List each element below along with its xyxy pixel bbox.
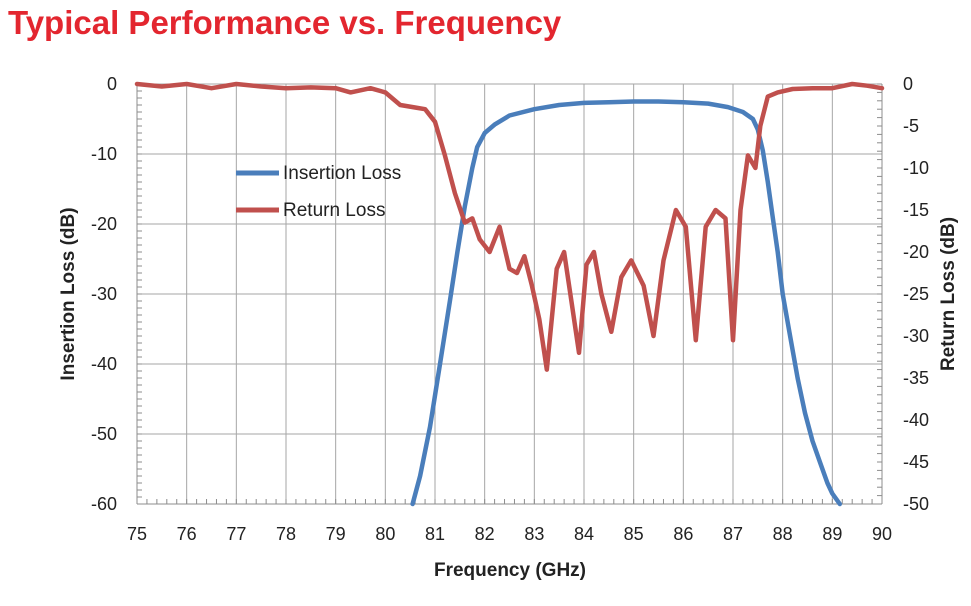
minor-ticks <box>136 83 883 505</box>
left-y-tick-labels: 0 -10 -20 -30 -40 -50 -60 <box>91 74 117 514</box>
grid <box>136 83 883 505</box>
legend-label-return-loss: Return Loss <box>283 200 385 221</box>
x-axis-label: Frequency (GHz) <box>434 560 586 581</box>
left-y-tick-label: -60 <box>91 494 117 514</box>
right-y-tick-label: -35 <box>903 368 929 388</box>
right-y-tick-label: -10 <box>903 158 929 178</box>
right-y-tick-label: 0 <box>903 74 913 94</box>
x-tick-label: 79 <box>326 524 346 544</box>
x-tick-label: 88 <box>773 524 793 544</box>
x-tick-label: 87 <box>723 524 743 544</box>
x-tick-label: 85 <box>624 524 644 544</box>
x-tick-label: 89 <box>822 524 842 544</box>
x-tick-label: 82 <box>475 524 495 544</box>
x-tick-label: 75 <box>127 524 147 544</box>
right-y-tick-labels: 0 -5 -10 -15 -20 -25 -30 -35 -40 -45 -50 <box>903 74 929 514</box>
x-tick-label: 86 <box>673 524 693 544</box>
right-y-tick-label: -50 <box>903 494 929 514</box>
x-tick-labels: 75 76 77 78 79 80 81 82 83 84 85 86 87 88 89 90 <box>127 524 892 544</box>
left-y-tick-label: -40 <box>91 354 117 374</box>
right-y-tick-label: -30 <box>903 326 929 346</box>
series-line-insertion-loss <box>410 99 843 507</box>
right-y-tick-label: -40 <box>903 410 929 430</box>
left-y-tick-label: -10 <box>91 144 117 164</box>
x-tick-label: 78 <box>276 524 296 544</box>
right-y-tick-label: -20 <box>903 242 929 262</box>
series-line-return-loss <box>134 81 885 372</box>
right-y-tick-label: -15 <box>903 200 929 220</box>
legend: Insertion Loss Return Loss <box>236 163 401 221</box>
right-y-tick-label: -5 <box>903 116 919 136</box>
legend-label-insertion-loss: Insertion Loss <box>283 163 401 184</box>
left-y-tick-label: -30 <box>91 284 117 304</box>
left-y-tick-label: -20 <box>91 214 117 234</box>
left-y-tick-label: 0 <box>107 74 117 94</box>
right-y-tick-label: -45 <box>903 452 929 472</box>
x-tick-label: 81 <box>425 524 445 544</box>
right-y-tick-label: -25 <box>903 284 929 304</box>
x-tick-label: 84 <box>574 524 594 544</box>
left-y-tick-label: -50 <box>91 424 117 444</box>
chart-title: Typical Performance vs. Frequency <box>8 4 562 41</box>
x-tick-label: 77 <box>226 524 246 544</box>
axes <box>136 84 883 505</box>
x-tick-label: 76 <box>177 524 197 544</box>
right-y-axis-label: Return Loss (dB) <box>938 217 959 371</box>
x-tick-label: 83 <box>524 524 544 544</box>
series <box>134 81 885 507</box>
x-tick-label: 90 <box>872 524 892 544</box>
x-tick-label: 80 <box>375 524 395 544</box>
left-y-axis-label: Insertion Loss (dB) <box>58 207 79 380</box>
